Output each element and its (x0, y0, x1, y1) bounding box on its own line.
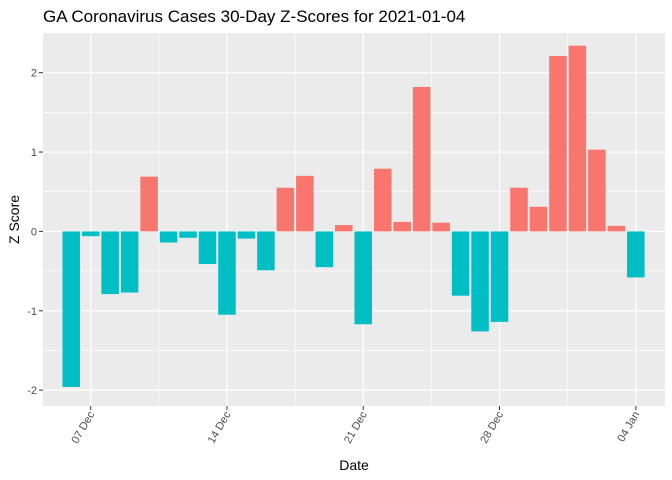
bar (568, 45, 587, 232)
y-tick-label: 0 (31, 226, 37, 238)
bar (529, 206, 548, 232)
x-tick-label: 28 Dec (478, 409, 506, 446)
bar (412, 86, 431, 232)
x-axis: 07 Dec 14 Dec 21 Dec 28 Dec 04 Jan (69, 406, 642, 446)
y-tick-label: -2 (27, 385, 37, 397)
bar (159, 231, 178, 243)
bar (218, 231, 236, 315)
bar (471, 231, 489, 332)
bar (237, 231, 256, 239)
bar (510, 187, 528, 232)
y-axis: -2 -1 0 1 2 (27, 68, 43, 397)
bar (101, 231, 119, 295)
x-tick-label: 21 Dec (342, 409, 370, 446)
bar (179, 231, 197, 238)
chart-title: GA Coronavirus Cases 30-Day Z-Scores for… (43, 7, 465, 26)
bar (588, 149, 606, 232)
y-tick-label: 2 (31, 68, 37, 80)
bar (549, 56, 567, 232)
bar (198, 231, 217, 264)
y-tick-label: -1 (27, 306, 37, 318)
x-tick-label: 14 Dec (206, 409, 234, 446)
bar (335, 225, 353, 232)
bar (140, 176, 158, 232)
bar (627, 231, 645, 278)
bars (62, 45, 645, 387)
bar (432, 222, 450, 232)
bar (451, 231, 470, 296)
bar (354, 231, 373, 325)
bar (315, 231, 334, 268)
bar (81, 231, 100, 237)
x-axis-title: Date (339, 457, 369, 473)
bar (257, 231, 275, 271)
y-tick-label: 1 (31, 147, 37, 159)
x-tick-label: 07 Dec (69, 409, 97, 446)
bar (276, 187, 295, 232)
bar (393, 221, 411, 232)
bar (490, 231, 509, 322)
bar (607, 225, 626, 232)
bar (120, 231, 139, 293)
bar (373, 168, 392, 232)
x-tick-label: 04 Jan (615, 410, 642, 445)
bar (296, 175, 314, 232)
bar (62, 231, 80, 387)
y-axis-title: Z Score (6, 195, 22, 244)
